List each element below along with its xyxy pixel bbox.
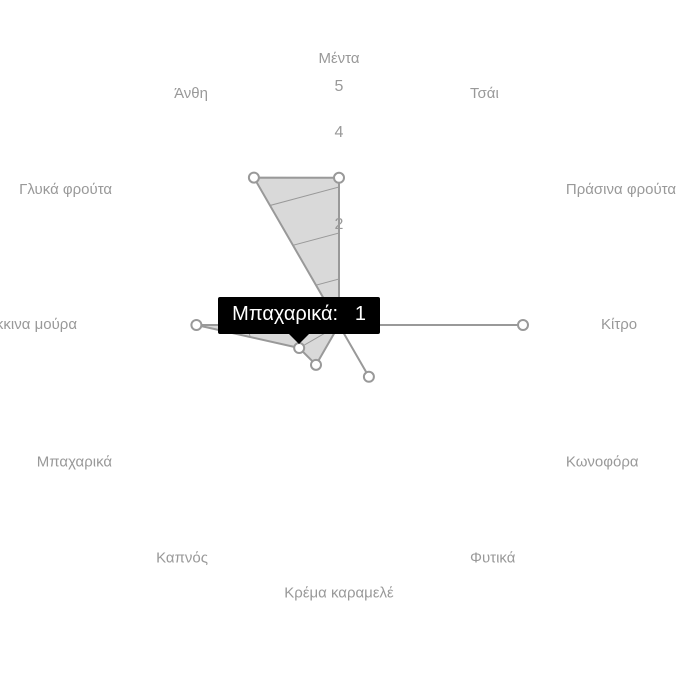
ring-label: 2 [335, 216, 344, 233]
radar-chart-container: 2 4 5 Μέντα Τσάι Πράσινα φρούτα Κίτρο Κωνοφόρα Φ… [0, 0, 678, 678]
axis-label: Άνθη [174, 85, 208, 102]
axis-label: Πράσινα φρούτα [566, 181, 676, 198]
axis-label: Κίτρο [601, 316, 637, 333]
radar-point[interactable] [191, 320, 201, 330]
ring-label: 5 [335, 78, 344, 95]
radar-point[interactable] [364, 372, 374, 382]
axis-label: Κόκκινα μούρα [0, 316, 77, 333]
radar-area [196, 178, 523, 377]
radar-point[interactable] [334, 173, 344, 183]
ring-label: 4 [335, 124, 344, 141]
axis-label: Μέντα [318, 50, 359, 67]
radar-point[interactable] [311, 360, 321, 370]
radar-point[interactable] [249, 173, 259, 183]
axis-label: Φυτικά [470, 549, 516, 566]
radar-chart: 2 4 5 Μέντα Τσάι Πράσινα φρούτα Κίτρο Κωνοφόρα Φ… [0, 0, 678, 678]
axis-label: Καπνός [156, 549, 208, 566]
axis-label: Τσάι [470, 85, 499, 102]
axis-label: Γλυκά φρούτα [19, 181, 112, 198]
axis-label: Κρέμα καραμελέ [284, 584, 394, 601]
axis-label: Κωνοφόρα [566, 453, 639, 470]
radar-outline [196, 178, 523, 377]
axis-label: Μπαχαρικά [37, 453, 113, 470]
radar-point[interactable] [518, 320, 528, 330]
radar-point[interactable] [294, 343, 304, 353]
